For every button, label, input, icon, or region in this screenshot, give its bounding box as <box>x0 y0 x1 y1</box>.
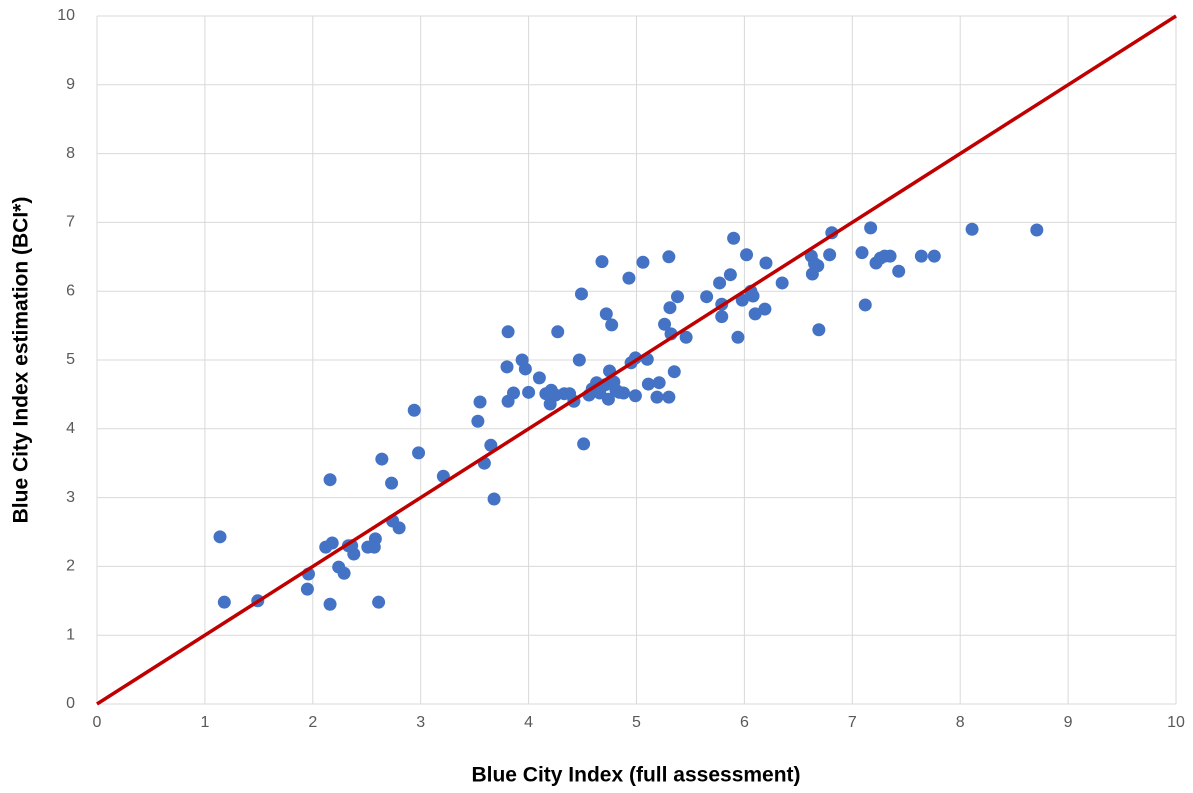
scatter-point <box>574 287 588 301</box>
x-tick-label: 9 <box>1064 714 1073 731</box>
scatter-point <box>914 249 928 263</box>
y-tick-label: 8 <box>66 145 75 162</box>
scatter-point <box>758 302 772 316</box>
scatter-point <box>347 547 361 561</box>
scatter-point <box>858 298 872 312</box>
scatter-point <box>864 221 878 235</box>
scatter-point <box>601 392 615 406</box>
scatter-point <box>662 390 676 404</box>
scatter-point <box>746 289 760 303</box>
y-tick-label: 4 <box>66 420 75 437</box>
scatter-point <box>723 268 737 282</box>
scatter-point <box>927 249 941 263</box>
scatter-point <box>500 360 514 374</box>
scatter-point <box>662 250 676 264</box>
scatter-point <box>412 446 426 460</box>
scatter-point <box>641 377 655 391</box>
scatter-point <box>522 385 536 399</box>
scatter-point <box>727 231 741 245</box>
y-tick-label: 3 <box>66 489 75 506</box>
x-tick-label: 4 <box>524 714 533 731</box>
scatter-point <box>572 353 586 367</box>
scatter-point <box>617 386 631 400</box>
scatter-point <box>715 310 729 324</box>
y-tick-label: 1 <box>66 626 75 643</box>
scatter-point <box>636 255 650 269</box>
scatter-point <box>300 582 314 596</box>
scatter-point <box>599 307 613 321</box>
scatter-point <box>667 365 681 379</box>
scatter-point <box>392 521 406 535</box>
scatter-point <box>855 246 869 260</box>
x-tick-label: 3 <box>416 714 425 731</box>
y-tick-label: 0 <box>66 695 75 712</box>
scatter-point <box>323 597 337 611</box>
x-tick-label: 1 <box>200 714 209 731</box>
x-tick-label: 10 <box>1167 714 1185 731</box>
x-tick-label: 0 <box>93 714 102 731</box>
scatter-point <box>217 595 231 609</box>
reference-line <box>96 14 1177 706</box>
scatter-point <box>323 473 337 487</box>
scatter-point <box>532 371 546 385</box>
scatter-point <box>671 290 685 304</box>
scatter-point <box>679 330 693 344</box>
scatter-point <box>823 248 837 262</box>
scatter-point <box>577 437 591 451</box>
x-axis-title: Blue City Index (full assessment) <box>471 764 800 787</box>
scatter-point <box>484 438 498 452</box>
x-tick-label: 7 <box>848 714 857 731</box>
scatter-point <box>325 536 339 550</box>
scatter-point <box>731 330 745 344</box>
scatter-point <box>628 389 642 403</box>
scatter-point <box>407 403 421 417</box>
scatter-point <box>471 414 485 428</box>
scatter-point <box>1030 223 1044 237</box>
scatter-point <box>713 276 727 290</box>
scatter-point <box>658 317 672 331</box>
scatter-point <box>473 395 487 409</box>
scatter-point <box>812 323 826 337</box>
scatter-point <box>700 290 714 304</box>
scatter-point <box>740 248 754 262</box>
scatter-point <box>650 390 664 404</box>
y-tick-label: 6 <box>66 282 75 299</box>
scatter-point <box>965 222 979 236</box>
scatter-point <box>759 256 773 270</box>
y-tick-label: 10 <box>57 7 75 24</box>
scatter-point <box>487 492 501 506</box>
scatter-point <box>735 293 749 307</box>
scatter-point <box>652 376 666 390</box>
scatter-point <box>883 249 897 263</box>
scatter-point <box>518 362 532 376</box>
scatter-point <box>892 264 906 278</box>
scatter-point <box>368 532 382 546</box>
scatter-point <box>748 307 762 321</box>
scatter-point <box>501 325 515 339</box>
y-tick-label: 5 <box>66 351 75 368</box>
scatter-point <box>337 566 351 580</box>
y-tick-label: 7 <box>66 214 75 231</box>
scatter-point <box>775 276 789 290</box>
y-tick-label: 9 <box>66 76 75 93</box>
scatter-point <box>385 476 399 490</box>
scatter-point <box>375 452 389 466</box>
x-tick-label: 6 <box>740 714 749 731</box>
scatter-point <box>372 595 386 609</box>
x-tick-label: 5 <box>632 714 641 731</box>
scatter-point <box>622 271 636 285</box>
scatter-point <box>663 301 677 315</box>
scatter-point <box>213 530 227 544</box>
x-tick-label: 8 <box>956 714 965 731</box>
x-tick-label: 2 <box>308 714 317 731</box>
scatter-point <box>551 325 565 339</box>
y-tick-label: 2 <box>66 558 75 575</box>
scatter-point <box>506 386 520 400</box>
y-axis-title: Blue City Index estimation (BCI*) <box>10 197 33 524</box>
scatter-point <box>595 255 609 269</box>
scatter-point <box>811 259 825 273</box>
scatter-point <box>605 318 619 332</box>
